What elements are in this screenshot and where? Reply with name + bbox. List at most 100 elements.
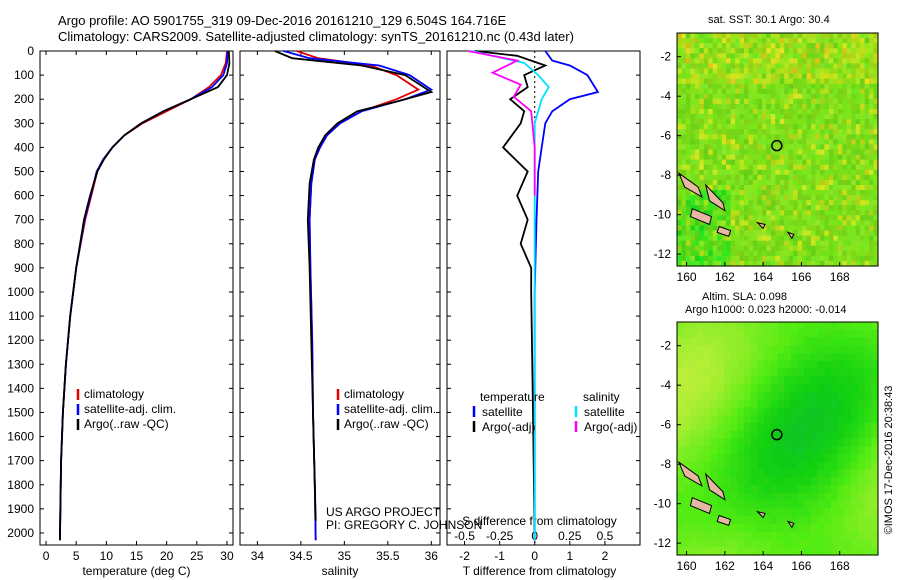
series-line-salinity-satellite	[471, 50, 550, 541]
land	[716, 514, 732, 527]
depth-tick-label: 300	[14, 116, 34, 130]
x-tick-label: -2	[459, 549, 470, 563]
depth-tick-label: 100	[14, 68, 34, 82]
series-line-temp-satellite	[533, 50, 600, 541]
x-tick-label: 34.5	[289, 549, 313, 563]
map-x-tick-label: 166	[791, 270, 811, 284]
x-axis-label: T difference from climatology	[463, 564, 617, 578]
map-y-tick-label: -10	[654, 208, 672, 222]
legend-label: Argo(..raw -QC)	[84, 417, 169, 431]
depth-tick-label: 700	[14, 213, 34, 227]
x-tick-label: 0	[531, 549, 538, 563]
x-axis-label: salinity	[322, 564, 359, 578]
x-tick-label-salinity: 0.5	[597, 529, 614, 543]
map-x-tick-label: 160	[677, 270, 697, 284]
x-tick-label: 15	[130, 549, 144, 563]
land	[689, 497, 713, 515]
x-tick-label: 35.5	[376, 549, 400, 563]
series-line-temp-argo	[474, 50, 548, 541]
depth-tick-label: 900	[14, 261, 34, 275]
legend-label: climatology	[344, 387, 404, 401]
x-tick-label: 34	[251, 549, 265, 563]
map-y-tick-label: -10	[654, 497, 672, 511]
legend-label: climatology	[84, 387, 144, 401]
land	[786, 231, 795, 240]
legend-label: Argo(..raw -QC)	[344, 417, 429, 431]
sla-map-title: Altim. SLA: 0.098	[702, 291, 787, 303]
argo-position-marker	[771, 139, 783, 152]
map-frame	[676, 321, 879, 556]
land	[677, 460, 703, 488]
x-tick-label: 2	[602, 549, 609, 563]
x-tick-label-salinity: 0.25	[558, 529, 582, 543]
series-line-argo	[274, 50, 434, 521]
land	[755, 221, 766, 230]
x-tick-label: 0	[43, 549, 50, 563]
map-cells	[677, 322, 879, 556]
map-frame	[676, 32, 879, 267]
map-x-tick-label: 168	[830, 270, 850, 284]
map-y-tick-label: -6	[660, 129, 671, 143]
header-line-1: Argo profile: AO 5901755_319 09-Dec-2016…	[58, 13, 507, 28]
land	[716, 225, 732, 238]
series-line-satellite-adj	[283, 50, 434, 541]
x-tick-label: 10	[100, 549, 114, 563]
depth-tick-label: 1000	[7, 285, 34, 299]
plot-frame	[39, 50, 234, 546]
depth-tick-label: 1800	[7, 478, 34, 492]
map-y-tick-label: -4	[660, 378, 671, 392]
sla-map-subtitle: Argo h1000: 0.023 h2000: -0.014	[685, 304, 847, 316]
depth-tick-label: 1600	[7, 430, 34, 444]
depth-tick-label: 1400	[7, 381, 34, 395]
land	[755, 510, 766, 519]
legend-label: Argo(-adj)	[584, 420, 637, 434]
legend-group-label: temperature	[480, 390, 545, 404]
series-line-argo	[59, 50, 231, 541]
legend-label: satellite	[584, 405, 625, 419]
depth-tick-label: 1500	[7, 405, 34, 419]
map-x-tick-label: 162	[715, 559, 735, 573]
land	[704, 183, 726, 212]
depth-tick-label: 500	[14, 164, 34, 178]
map-y-tick-label: -4	[660, 89, 671, 103]
legend-group-label: salinity	[583, 390, 620, 404]
plot-frame	[446, 50, 641, 546]
legend-label: satellite	[482, 405, 523, 419]
map-y-tick-label: -2	[660, 339, 671, 353]
x-tick-label: 30	[220, 549, 234, 563]
map-x-tick-label: 160	[677, 559, 697, 573]
header-line-2: Climatology: CARS2009. Satellite-adjuste…	[58, 29, 574, 44]
depth-tick-label: 200	[14, 92, 34, 106]
legend-label: satellite-adj. clim.	[84, 402, 176, 416]
map-x-tick-label: 168	[830, 559, 850, 573]
map-y-tick-label: -8	[660, 168, 671, 182]
land	[704, 472, 726, 501]
depth-tick-label: 600	[14, 189, 34, 203]
sst-map-title: sat. SST: 30.1 Argo: 30.4	[708, 14, 830, 26]
x-axis-label: temperature (deg C)	[82, 564, 190, 578]
series-line-climatology	[59, 50, 228, 541]
argo-position-marker	[771, 428, 783, 441]
map-x-tick-label: 164	[753, 270, 773, 284]
depth-tick-label: 1200	[7, 333, 34, 347]
x-tick-label: 35	[338, 549, 352, 563]
map-x-tick-label: 164	[753, 559, 773, 573]
salinity-difference-label: S difference from climatology	[462, 514, 617, 528]
credit-label: ©IMOS 17-Dec-2016 20:38:43	[883, 386, 895, 535]
map-x-tick-label: 162	[715, 270, 735, 284]
project-label: US ARGO PROJECT	[326, 505, 441, 519]
map-y-tick-label: -12	[654, 536, 672, 550]
legend-label: satellite-adj. clim.	[344, 402, 436, 416]
map-y-tick-label: -12	[654, 247, 672, 261]
x-tick-label: 1	[566, 549, 573, 563]
map-y-tick-label: -8	[660, 457, 671, 471]
depth-tick-label: 1900	[7, 502, 34, 516]
pi-label: PI: GREGORY C. JOHNSON	[326, 518, 483, 532]
x-tick-label: 5	[73, 549, 80, 563]
x-tick-label: -1	[494, 549, 505, 563]
series-line-satellite-adj	[59, 50, 229, 541]
depth-tick-label: 2000	[7, 526, 34, 540]
map-y-tick-label: -6	[660, 418, 671, 432]
depth-tick-label: 0	[27, 44, 34, 58]
